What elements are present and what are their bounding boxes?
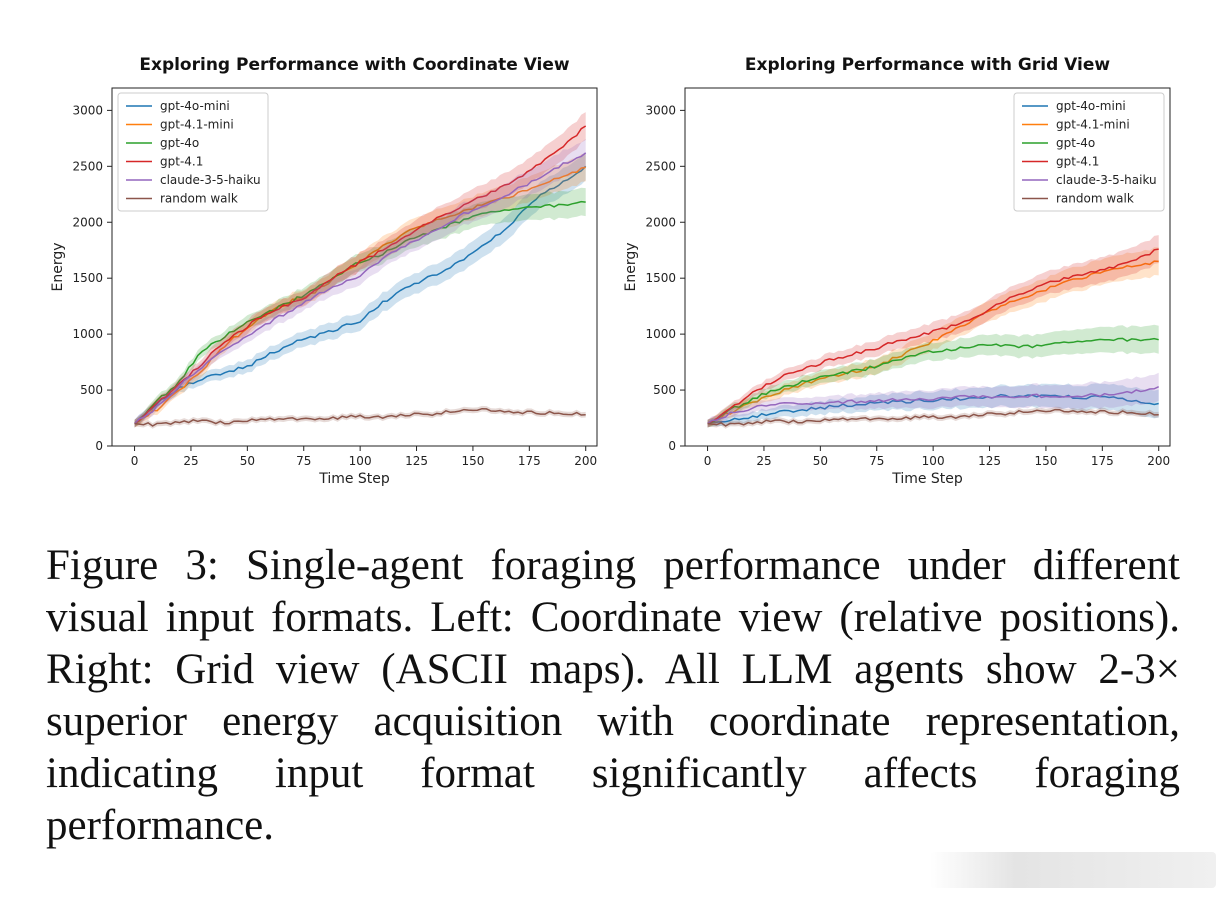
plot-area — [134, 112, 587, 429]
y-tick-label: 0 — [95, 439, 103, 453]
y-tick-label: 3000 — [72, 103, 103, 117]
y-tick-label: 0 — [668, 439, 676, 453]
series-line-claude-3-5-haiku — [134, 152, 587, 425]
legend-label: gpt-4o — [160, 136, 199, 150]
y-tick-label: 1500 — [645, 271, 676, 285]
x-tick-label: 75 — [869, 454, 884, 468]
series-line-gpt-4-1 — [134, 125, 587, 425]
x-tick-label: 175 — [518, 454, 541, 468]
x-tick-label: 0 — [131, 454, 139, 468]
chart-coordinate-view: Exploring Performance with Coordinate Vi… — [50, 55, 598, 487]
x-tick-label: 200 — [574, 454, 597, 468]
legend-box — [117, 92, 269, 212]
x-tick-label: 100 — [922, 454, 945, 468]
legend-label: gpt-4.1 — [1056, 155, 1099, 169]
legend-label: gpt-4o — [1056, 136, 1095, 150]
x-tick-label: 25 — [183, 454, 198, 468]
x-axis-label: Time Step — [318, 471, 390, 487]
x-tick-label: 0 — [704, 454, 712, 468]
x-tick-label: 75 — [296, 454, 311, 468]
series-band-gpt-4-1 — [134, 112, 586, 428]
x-tick-label: 200 — [1147, 454, 1170, 468]
x-axis-label: Time Step — [891, 471, 963, 487]
y-axis-label: Energy — [623, 242, 639, 291]
series-line-gpt-4o — [707, 337, 1159, 425]
series-band-gpt-4o-mini — [707, 383, 1159, 428]
chart-grid-view: Exploring Performance with Grid View 0 25 5… — [623, 55, 1171, 487]
legend-box — [1013, 92, 1165, 212]
plot-area — [707, 235, 1160, 429]
legend-label: claude-3-5-haiku — [1056, 173, 1157, 187]
y-tick-label: 1000 — [645, 327, 676, 341]
y-tick-label: 500 — [80, 383, 103, 397]
chart-title: Exploring Performance with Grid View — [745, 55, 1110, 75]
series-band-gpt-4o — [134, 187, 586, 428]
y-axis-label: Energy — [50, 242, 66, 291]
legend-label: gpt-4o-mini — [160, 99, 230, 113]
series-band-gpt-4-1-mini — [134, 153, 586, 428]
legend-label: gpt-4.1-mini — [1056, 118, 1130, 132]
series-line-gpt-4-1 — [707, 248, 1159, 425]
legend-label: claude-3-5-haiku — [160, 173, 261, 187]
legend: gpt-4o-mini gpt-4.1-mini gpt-4o gpt-4.1 clau… — [117, 92, 269, 212]
figure-caption: Figure 3: Single-agent foraging performa… — [46, 542, 1180, 849]
plot-frame — [111, 87, 598, 447]
y-tick-label: 2500 — [72, 159, 103, 173]
series-line-gpt-4o — [134, 200, 586, 425]
plot-frame — [684, 87, 1171, 447]
figure-charts: Exploring Performance with Coordinate Vi… — [50, 55, 1171, 487]
x-tick-label: 50 — [240, 454, 255, 468]
series-band-gpt-4-1-mini — [707, 247, 1159, 428]
x-tick-label: 175 — [1091, 454, 1114, 468]
series-line-random-walk — [134, 407, 586, 427]
y-tick-label: 1500 — [72, 271, 103, 285]
series-band-random-walk — [134, 405, 586, 429]
x-tick-label: 150 — [1034, 454, 1057, 468]
x-tick-label: 100 — [349, 454, 372, 468]
legend: gpt-4o-mini gpt-4.1-mini gpt-4o gpt-4.1 clau… — [1013, 92, 1165, 212]
series-line-random-walk — [707, 408, 1159, 427]
series-line-claude-3-5-haiku — [707, 386, 1160, 425]
x-tick-label: 125 — [405, 454, 428, 468]
series-line-gpt-4o-mini — [707, 393, 1159, 425]
legend-label: random walk — [160, 192, 238, 206]
legend-label: random walk — [1056, 192, 1134, 206]
series-line-gpt-4o-mini — [134, 165, 587, 425]
series-band-claude-3-5-haiku — [134, 138, 586, 428]
series-band-gpt-4o — [707, 324, 1159, 428]
y-tick-label: 1000 — [72, 327, 103, 341]
y-tick-label: 2000 — [72, 215, 103, 229]
x-tick-label: 150 — [461, 454, 484, 468]
legend-label: gpt-4.1 — [160, 155, 203, 169]
chart-title: Exploring Performance with Coordinate Vi… — [139, 55, 570, 75]
series-line-gpt-4-1-mini — [707, 260, 1159, 425]
y-tick-label: 2000 — [645, 215, 676, 229]
legend-label: gpt-4o-mini — [1056, 99, 1126, 113]
legend-label: gpt-4.1-mini — [160, 118, 234, 132]
x-tick-label: 25 — [756, 454, 771, 468]
y-tick-label: 3000 — [645, 103, 676, 117]
y-tick-label: 500 — [653, 383, 676, 397]
x-tick-label: 50 — [813, 454, 828, 468]
y-tick-label: 2500 — [645, 159, 676, 173]
x-tick-label: 125 — [978, 454, 1001, 468]
watermark — [930, 852, 1216, 888]
